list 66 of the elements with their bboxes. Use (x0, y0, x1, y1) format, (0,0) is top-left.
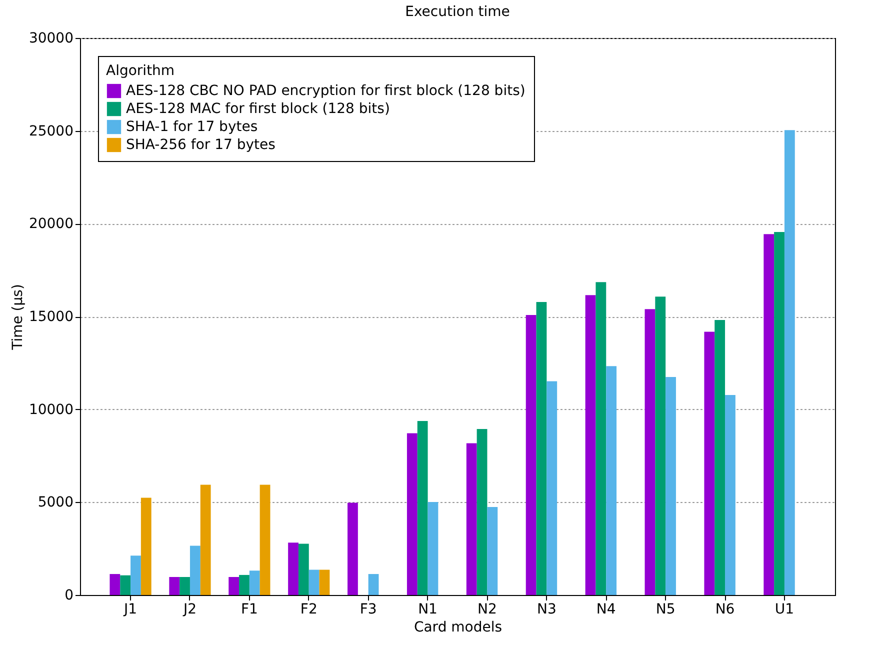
bar (130, 556, 141, 595)
bar (714, 320, 726, 595)
x-tick-label: J2 (182, 602, 197, 618)
bar (406, 433, 418, 595)
bar (200, 484, 211, 595)
chart-title: Execution time (405, 4, 510, 20)
x-tick-label: N4 (596, 602, 616, 618)
bar (526, 315, 536, 595)
x-tick-label: F2 (300, 602, 318, 618)
bar (169, 576, 180, 595)
bar (140, 498, 152, 595)
y-axis-title: Time (µs) (10, 284, 26, 351)
y-tick-label: 0 (64, 588, 74, 604)
bar (585, 295, 596, 595)
bar (288, 542, 298, 595)
bar (725, 395, 736, 595)
bar (774, 232, 784, 595)
bar (596, 282, 606, 595)
legend-label: SHA-1 for 17 bytes (126, 119, 258, 135)
y-tick-label: 10000 (28, 402, 74, 418)
bar (655, 296, 666, 595)
bar (190, 546, 200, 595)
bar (228, 576, 240, 595)
bar (249, 570, 260, 595)
bar (260, 484, 270, 595)
bar (308, 570, 320, 595)
x-tick-label: N3 (536, 602, 556, 618)
x-tick-label: F1 (240, 602, 258, 618)
bar (348, 502, 358, 595)
bar (606, 366, 617, 595)
bar (487, 506, 498, 595)
bar (476, 429, 488, 595)
bar (428, 502, 438, 595)
x-tick-label: F3 (360, 602, 377, 618)
bar (180, 576, 190, 595)
bar (704, 332, 715, 595)
bar (298, 544, 309, 595)
bar (368, 574, 379, 595)
x-tick-label: N2 (478, 602, 497, 618)
bar (417, 421, 428, 595)
bar (784, 130, 795, 595)
y-tick-label: 20000 (28, 216, 74, 232)
legend-label: SHA-256 for 17 bytes (126, 137, 276, 153)
x-tick-label: U1 (774, 602, 794, 618)
bar (546, 381, 558, 595)
x-axis-title: Card models (414, 620, 502, 636)
bar (666, 377, 676, 595)
x-tick-label: N6 (715, 602, 735, 618)
bar (110, 574, 120, 595)
bar (120, 575, 131, 595)
bar (319, 570, 330, 595)
bar (536, 302, 547, 595)
x-tick-label: N5 (656, 602, 676, 618)
x-tick-label: J1 (123, 602, 138, 618)
y-tick-label: 30000 (28, 30, 74, 46)
bar (644, 309, 656, 595)
x-tick-label: N1 (418, 602, 438, 618)
y-tick-label: 25000 (28, 123, 74, 140)
y-tick-label: 5000 (38, 494, 74, 511)
y-tick-label: 15000 (28, 309, 74, 325)
bar (466, 443, 477, 595)
legend-title: Algorithm (106, 63, 175, 79)
legend-label: AES-128 MAC for first block (128 bits) (126, 101, 390, 117)
legend-label: AES-128 CBC NO PAD encryption for first block (128 bits) (126, 83, 526, 99)
bar (239, 574, 250, 595)
bar (764, 234, 774, 595)
